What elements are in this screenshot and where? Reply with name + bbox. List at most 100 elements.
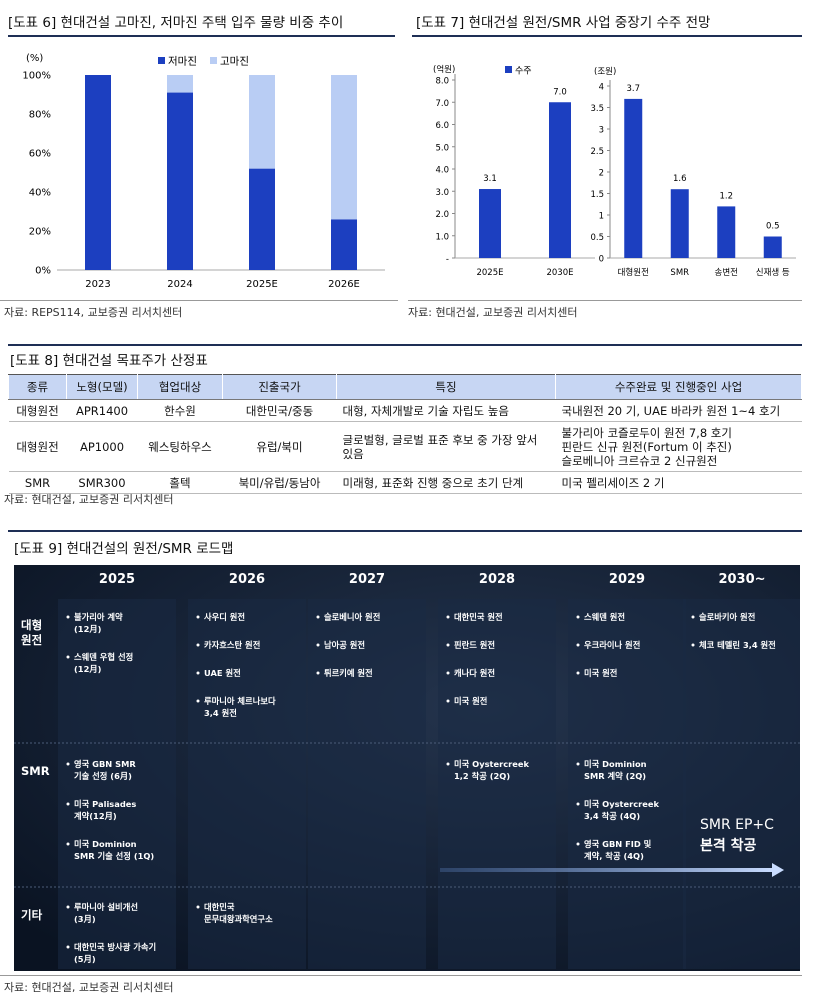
- value-label: 1.6: [673, 174, 687, 184]
- header-cell: 협업대상: [137, 374, 223, 400]
- cell: 대형원전: [8, 421, 67, 472]
- column-panel: [568, 599, 686, 969]
- x-tick-label: 2030E: [546, 268, 573, 278]
- header-cell: 특징: [336, 374, 556, 400]
- cell: 대형, 자체개발로 기술 자립도 높음: [336, 399, 556, 422]
- row: 대형원전 APR1400 한수원 대한민국/중동 대형, 자체개발로 기술 자립도 높음…: [8, 399, 802, 422]
- legend-swatch: [210, 57, 217, 64]
- y-tick-label: 2.5: [590, 147, 604, 157]
- bar: [717, 206, 736, 258]
- source: 자료: 현대건설, 교보증권 리서치센터: [408, 306, 578, 319]
- roadmap-item: 1,2 착공 (2Q): [454, 771, 510, 781]
- header-cell: 진출국가: [222, 374, 337, 400]
- cell-text: 슬로베니아 크르슈코 2 신규원전: [561, 453, 718, 468]
- header-cell: 종류: [8, 374, 67, 400]
- y-tick-label: 6.0: [435, 121, 449, 131]
- chart: 0% 20% 40% 60% 80% 100% (%) 저마진 고마진 2023 2024 2025E…: [22, 53, 385, 290]
- x-tick-label: 2026E: [328, 279, 360, 290]
- roadmap-item: 스웨덴 우협 선정: [74, 652, 133, 662]
- bullet: [316, 671, 320, 675]
- roadmap-item: 계약(12月): [74, 811, 117, 821]
- y-tick-label: 8.0: [435, 77, 449, 87]
- roadmap-item: SMR 계약 (2Q): [584, 771, 646, 781]
- y-tick-label: 100%: [22, 71, 51, 82]
- column-panel: [308, 599, 426, 969]
- roadmap-item: 대한민국 방사광 가속기: [74, 942, 156, 952]
- bar: [331, 75, 357, 220]
- y-tick-label: 0: [599, 255, 604, 265]
- bar: [624, 98, 643, 259]
- value-label: 1.2: [719, 191, 733, 201]
- cell-text: 홀텍: [169, 475, 191, 490]
- roadmap-item: 대한민국: [204, 902, 235, 912]
- roadmap-item: 슬로베니아 원전: [324, 612, 380, 622]
- y-tick-label: 5.0: [435, 143, 449, 153]
- banner: SMR EP+C: [700, 817, 774, 833]
- y-tick-label: 80%: [29, 110, 51, 121]
- cell-text: 대한민국/중동: [245, 403, 314, 418]
- roadmap-item: 캐나다 원전: [454, 668, 495, 678]
- cell: 국내원전 20 기, UAE 바라카 원전 1~4 호기: [555, 399, 802, 422]
- source: 자료: 현대건설, 교보증권 리서치센터: [4, 493, 174, 506]
- bullet: [196, 615, 200, 619]
- value-label: 3.7: [626, 84, 640, 94]
- bar: [670, 189, 689, 258]
- y-tick-label: 3.5: [590, 104, 604, 114]
- roadmap-item: 카자흐스탄 원전: [204, 640, 260, 650]
- y-tick-label: 40%: [29, 188, 51, 199]
- x-tick-label: 2025E: [246, 279, 278, 290]
- roadmap-item: 미국 Dominion: [584, 759, 647, 769]
- cell: 웨스팅하우스: [137, 421, 223, 472]
- roadmap-item: 핀란드 원전: [454, 640, 495, 650]
- value-label: 7.0: [553, 87, 567, 97]
- unit-label: (%): [26, 53, 43, 64]
- bar: [167, 75, 193, 93]
- cell-text: 국내원전 20 기, UAE 바라카 원전 1~4 호기: [561, 403, 781, 418]
- cell: APR1400: [66, 399, 138, 422]
- cell-text: APR1400: [75, 403, 129, 418]
- cell-text: 웨스팅하우스: [148, 439, 212, 454]
- x-tick-label: 2024: [167, 279, 192, 290]
- y-tick-label: 4.0: [435, 166, 449, 176]
- value-label: 0.5: [766, 222, 780, 232]
- figure-title: [도표 6] 현대건설 고마진, 저마진 주택 입주 물량 비중 추이: [8, 15, 344, 31]
- bullet: [691, 615, 695, 619]
- cell-text: 글로벌형, 글로벌 표준 후보 중 가장 앞서 있음: [342, 432, 538, 461]
- roadmap-item: 미국 원전: [454, 696, 487, 706]
- cell: 불가리아 코즐로두이 원전 7,8 호기 핀란드 신규 원전(Fortum 이 추…: [555, 421, 802, 472]
- bullet: [66, 655, 70, 659]
- bar: [249, 168, 275, 270]
- bullet: [196, 905, 200, 909]
- cell-text: 미국 펠리세이즈 2 기: [561, 475, 665, 490]
- x-tick-label: 대형원전: [618, 267, 649, 278]
- bullet: [316, 615, 320, 619]
- bullet: [576, 671, 580, 675]
- roadmap-item: 미국 Oystercreek: [454, 759, 530, 769]
- cell: 한수원: [137, 399, 223, 422]
- column-panel: [58, 599, 176, 969]
- legend-swatch: [505, 66, 512, 73]
- bullet: [66, 762, 70, 766]
- x-tick-label: 2023: [85, 279, 110, 290]
- roadmap-item: 영국 GBN FID 및: [584, 839, 652, 849]
- y-tick-label: 2.0: [435, 210, 449, 220]
- roadmap-item: (12月): [74, 624, 102, 634]
- arrow-head: [772, 863, 784, 877]
- row: 대형원전 AP1000 웨스팅하우스 유럽/북미 글로벌형, 글로벌 표준 후보 중 가…: [8, 421, 802, 472]
- roadmap-item: (12月): [74, 664, 102, 674]
- row-label: 대형: [21, 618, 42, 632]
- header-row: 종류 노형(모델) 협업대상 진출국가 특징 수주완료 및 진행중인 사업: [8, 374, 802, 400]
- roadmap-item: SMR 기술 선정 (1Q): [74, 851, 154, 861]
- y-tick-label: 0.5: [590, 233, 604, 243]
- source: 자료: 현대건설, 교보증권 리서치센터: [4, 981, 174, 994]
- year: 2029: [609, 572, 645, 587]
- table: 종류 노형(모델) 협업대상 진출국가 특징 수주완료 및 진행중인 사업 대형원전 APR1…: [8, 374, 802, 494]
- y-tick-label: 2: [599, 169, 604, 179]
- cell: 대형원전: [8, 399, 67, 422]
- roadmap-item: 미국 Dominion: [74, 839, 137, 849]
- y-tick-label: 4: [599, 83, 604, 93]
- bullet: [446, 643, 450, 647]
- cell-text: 한수원: [164, 403, 196, 418]
- rule: [8, 35, 395, 37]
